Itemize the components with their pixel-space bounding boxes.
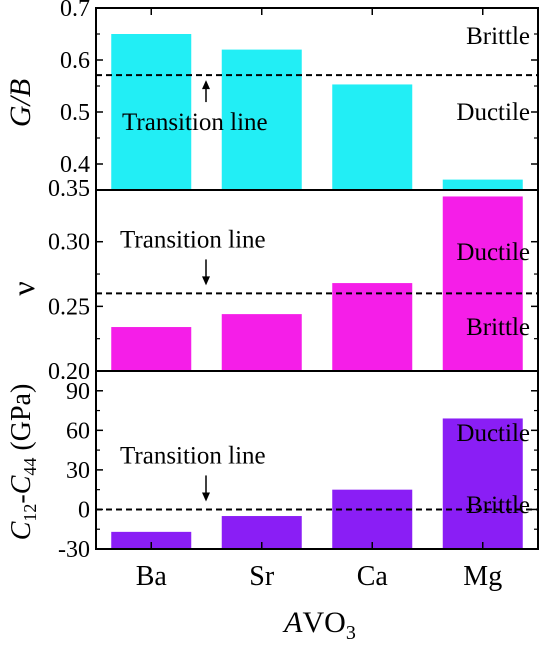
- bar-mg: [442, 179, 523, 190]
- bar-mg: [442, 196, 523, 371]
- region-label-lower: Brittle: [466, 314, 530, 341]
- bar-ca: [332, 283, 413, 371]
- x-axis-title: AVO3: [282, 606, 356, 644]
- bar-ca: [332, 489, 413, 549]
- y-tick-label: 30: [66, 458, 90, 484]
- transition-label: Transition line: [122, 109, 268, 136]
- transition-arrow-head: [202, 492, 210, 502]
- panel-2: 0.20 0.25 0.30 Ductile Brittle Transition lin…: [5, 189, 539, 385]
- y-tick-label: 0.5: [60, 100, 90, 126]
- y-axis-title-part: 44: [20, 458, 40, 476]
- y-axis-title-part: (GPa): [6, 384, 37, 458]
- panel-1: 0.350.4 0.5 0.6 0.7 Brittle Ductile Transition…: [4, 0, 539, 202]
- region-label-lower: Ductile: [456, 99, 530, 126]
- panel-frame: [95, 370, 539, 550]
- region-label-upper: Brittle: [466, 23, 530, 50]
- y-tick-label: 0.30: [48, 230, 90, 256]
- bar-ca: [332, 84, 413, 190]
- y-axis-title-part: -: [6, 494, 37, 503]
- transition-arrow-head: [202, 276, 210, 286]
- bar-sr: [221, 49, 302, 190]
- y-tick-label: 90: [66, 379, 90, 405]
- x-axis-title-italic: A: [282, 606, 303, 639]
- transition-arrow-head: [202, 80, 210, 90]
- x-tick-label-ca: Ca: [357, 561, 389, 592]
- y-tick-label: 0.25: [48, 294, 90, 320]
- x-tick-label-ba: Ba: [136, 561, 168, 592]
- bar-mg: [442, 418, 523, 549]
- y-tick-label: 0.4: [60, 152, 90, 178]
- x-tick-label-sr: Sr: [249, 561, 275, 592]
- y-tick-label: 0.35: [48, 176, 90, 202]
- panel-3: -30 0 30 60 90 Ductile Brittle Transition line C…: [6, 370, 539, 563]
- bar-ba: [111, 327, 192, 371]
- y-axis-title: C12-C44 (GPa): [6, 384, 40, 541]
- transition-label: Transition line: [120, 226, 266, 253]
- y-axis-title-part: C: [6, 475, 37, 494]
- bar-ba: [111, 34, 192, 190]
- y-tick-label: 0: [78, 497, 90, 523]
- y-axis-title-part: C: [6, 521, 37, 540]
- x-tick-label-mg: Mg: [463, 561, 502, 592]
- y-tick-label: -30: [58, 537, 90, 563]
- panels: 0.350.4 0.5 0.6 0.7 Brittle Ductile Transition…: [4, 0, 539, 592]
- x-axis-title-main: VO: [302, 606, 345, 639]
- y-axis-title-part: 12: [20, 504, 40, 522]
- y-tick-label: 60: [66, 418, 90, 444]
- transition-label: Transition line: [120, 442, 266, 469]
- bar-sr: [221, 314, 302, 371]
- x-axis-title-sub: 3: [346, 622, 356, 644]
- bar-ba: [111, 531, 192, 549]
- y-axis-title: G/B: [4, 79, 37, 127]
- y-tick-label: 0.6: [60, 48, 90, 74]
- region-label-upper: Ductile: [456, 239, 530, 266]
- y-tick-label: 0.20: [48, 359, 90, 385]
- y-axis-title: ν: [5, 281, 41, 295]
- y-tick-label: 0.7: [60, 0, 90, 22]
- region-label-lower: Brittle: [466, 492, 530, 519]
- region-label-upper: Ductile: [456, 420, 530, 447]
